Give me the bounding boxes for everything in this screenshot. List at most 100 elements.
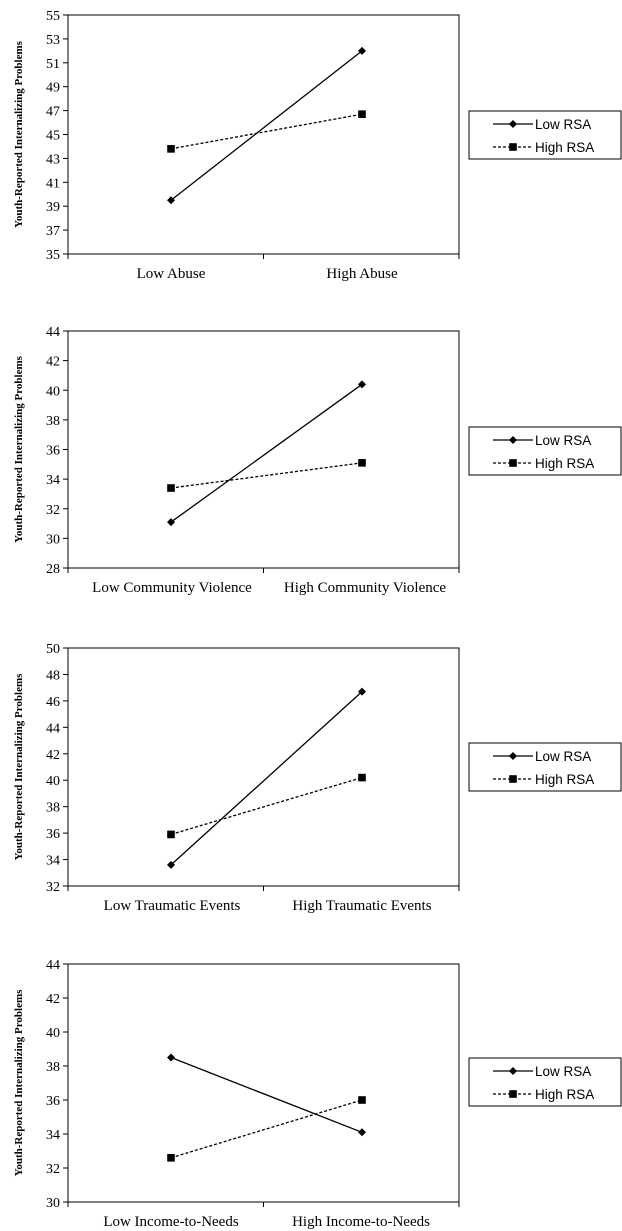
legend-box [468, 742, 622, 792]
y-tick-label: 37 [46, 224, 60, 239]
legend-marker [509, 752, 517, 760]
legend: Low RSA High RSA [468, 1057, 622, 1107]
y-tick-label: 38 [46, 414, 60, 429]
legend-box [468, 426, 622, 476]
y-tick-label: 38 [46, 1060, 60, 1075]
y-tick-label: 28 [46, 562, 60, 577]
y-tick-label: 55 [46, 9, 60, 24]
y-tick-label: 32 [46, 503, 60, 518]
x-category-label: High Community Violence [284, 580, 446, 596]
legend: Low RSA High RSA [468, 110, 622, 160]
data-point-low-rsa [358, 46, 366, 55]
series-line-low-rsa [170, 1056, 363, 1133]
data-point-high-rsa [167, 1154, 175, 1162]
series-line-low-rsa [170, 50, 363, 201]
chart-panel-1: 35 37 39 41 43 45 47 49 51 53 55 Low Abuse High Abus… [13, 9, 622, 282]
data-point-high-rsa [358, 110, 366, 118]
y-tick-label: 42 [46, 992, 60, 1007]
data-point-high-rsa [358, 1096, 366, 1104]
legend-label: High RSA [535, 140, 594, 155]
y-axis-label: Youth-Reported Internalizing Problems [13, 40, 25, 228]
legend-marker [509, 143, 517, 151]
legend-box [468, 110, 622, 160]
plot-area [67, 963, 460, 1203]
legend-label: Low RSA [535, 433, 591, 448]
chart-panel-2: 28 30 32 34 36 38 40 42 44 Low Community Violence… [13, 325, 622, 596]
data-point-high-rsa [167, 484, 175, 492]
y-tick-label: 47 [46, 105, 60, 120]
y-tick-label: 44 [46, 958, 60, 973]
y-tick-label: 42 [46, 748, 60, 763]
y-tick-label: 30 [46, 1196, 60, 1211]
series-line-low-rsa [170, 691, 363, 866]
data-point-low-rsa [167, 860, 175, 869]
plot-area [67, 330, 460, 569]
x-category-label: Low Community Violence [92, 580, 252, 596]
y-tick-label: 30 [46, 532, 60, 547]
x-category-label: Low Abuse [137, 266, 206, 282]
y-tick-label: 34 [46, 1128, 60, 1143]
legend-label: Low RSA [535, 1064, 591, 1079]
y-axis-label: Youth-Reported Internalizing Problems [13, 673, 25, 861]
legend: Low RSA High RSA [468, 426, 622, 476]
legend-label: High RSA [535, 1087, 594, 1102]
series-line-high-rsa [170, 1099, 363, 1159]
y-tick-label: 46 [46, 695, 60, 710]
legend-marker [509, 120, 517, 128]
data-point-low-rsa [358, 380, 366, 389]
legend-marker [509, 1067, 517, 1075]
data-point-high-rsa [358, 459, 366, 467]
y-axis-label: Youth-Reported Internalizing Problems [13, 355, 25, 543]
y-tick-label: 34 [46, 854, 60, 869]
x-category-label: High Traumatic Events [292, 898, 431, 914]
legend-label: Low RSA [535, 117, 591, 132]
x-category-label: Low Income-to-Needs [103, 1214, 239, 1230]
data-point-low-rsa [358, 687, 366, 696]
legend-box [468, 1057, 622, 1107]
series-line-high-rsa [170, 113, 363, 150]
legend-marker [509, 775, 517, 783]
data-point-low-rsa [167, 1053, 175, 1062]
legend-marker [509, 436, 517, 444]
y-tick-label: 41 [46, 176, 60, 191]
y-tick-label: 49 [46, 81, 60, 96]
data-point-high-rsa [167, 830, 175, 839]
y-tick-label: 50 [46, 642, 60, 657]
chart-panel-4: 30 32 34 36 38 40 42 44 Low Income-to-Needs High … [13, 958, 622, 1230]
x-category-label: High Abuse [326, 266, 398, 282]
y-tick-label: 32 [46, 880, 60, 895]
plot-area [67, 647, 460, 887]
y-tick-label: 45 [46, 129, 60, 144]
y-tick-label: 34 [46, 473, 60, 488]
legend-label: Low RSA [535, 749, 591, 764]
legend-marker [509, 1090, 517, 1098]
data-point-high-rsa [167, 145, 175, 153]
y-axis-label: Youth-Reported Internalizing Problems [13, 989, 25, 1177]
y-tick-label: 36 [46, 827, 60, 842]
series-line-high-rsa [170, 776, 363, 836]
x-category-label: Low Traumatic Events [104, 898, 241, 914]
data-point-high-rsa [358, 773, 366, 782]
y-tick-label: 43 [46, 152, 60, 167]
y-tick-label: 38 [46, 801, 60, 816]
y-tick-label: 48 [46, 668, 60, 683]
y-tick-label: 44 [46, 721, 60, 736]
legend-label: High RSA [535, 772, 594, 787]
series-line-low-rsa [170, 383, 363, 523]
y-tick-label: 32 [46, 1162, 60, 1177]
y-tick-label: 51 [46, 57, 60, 72]
y-tick-label: 35 [46, 248, 60, 263]
data-point-low-rsa [358, 1128, 366, 1137]
legend-marker [509, 459, 517, 467]
plot-area [67, 14, 460, 255]
y-tick-label: 40 [46, 774, 60, 789]
y-tick-label: 42 [46, 355, 60, 370]
legend: Low RSA High RSA [468, 742, 622, 792]
y-tick-label: 39 [46, 200, 60, 215]
y-tick-label: 36 [46, 444, 60, 459]
y-tick-label: 40 [46, 1026, 60, 1041]
chart-panel-3: 32 34 36 38 40 42 44 46 48 50 Low Traumatic Events… [13, 642, 622, 914]
data-point-low-rsa [167, 196, 175, 205]
data-point-low-rsa [167, 518, 175, 527]
